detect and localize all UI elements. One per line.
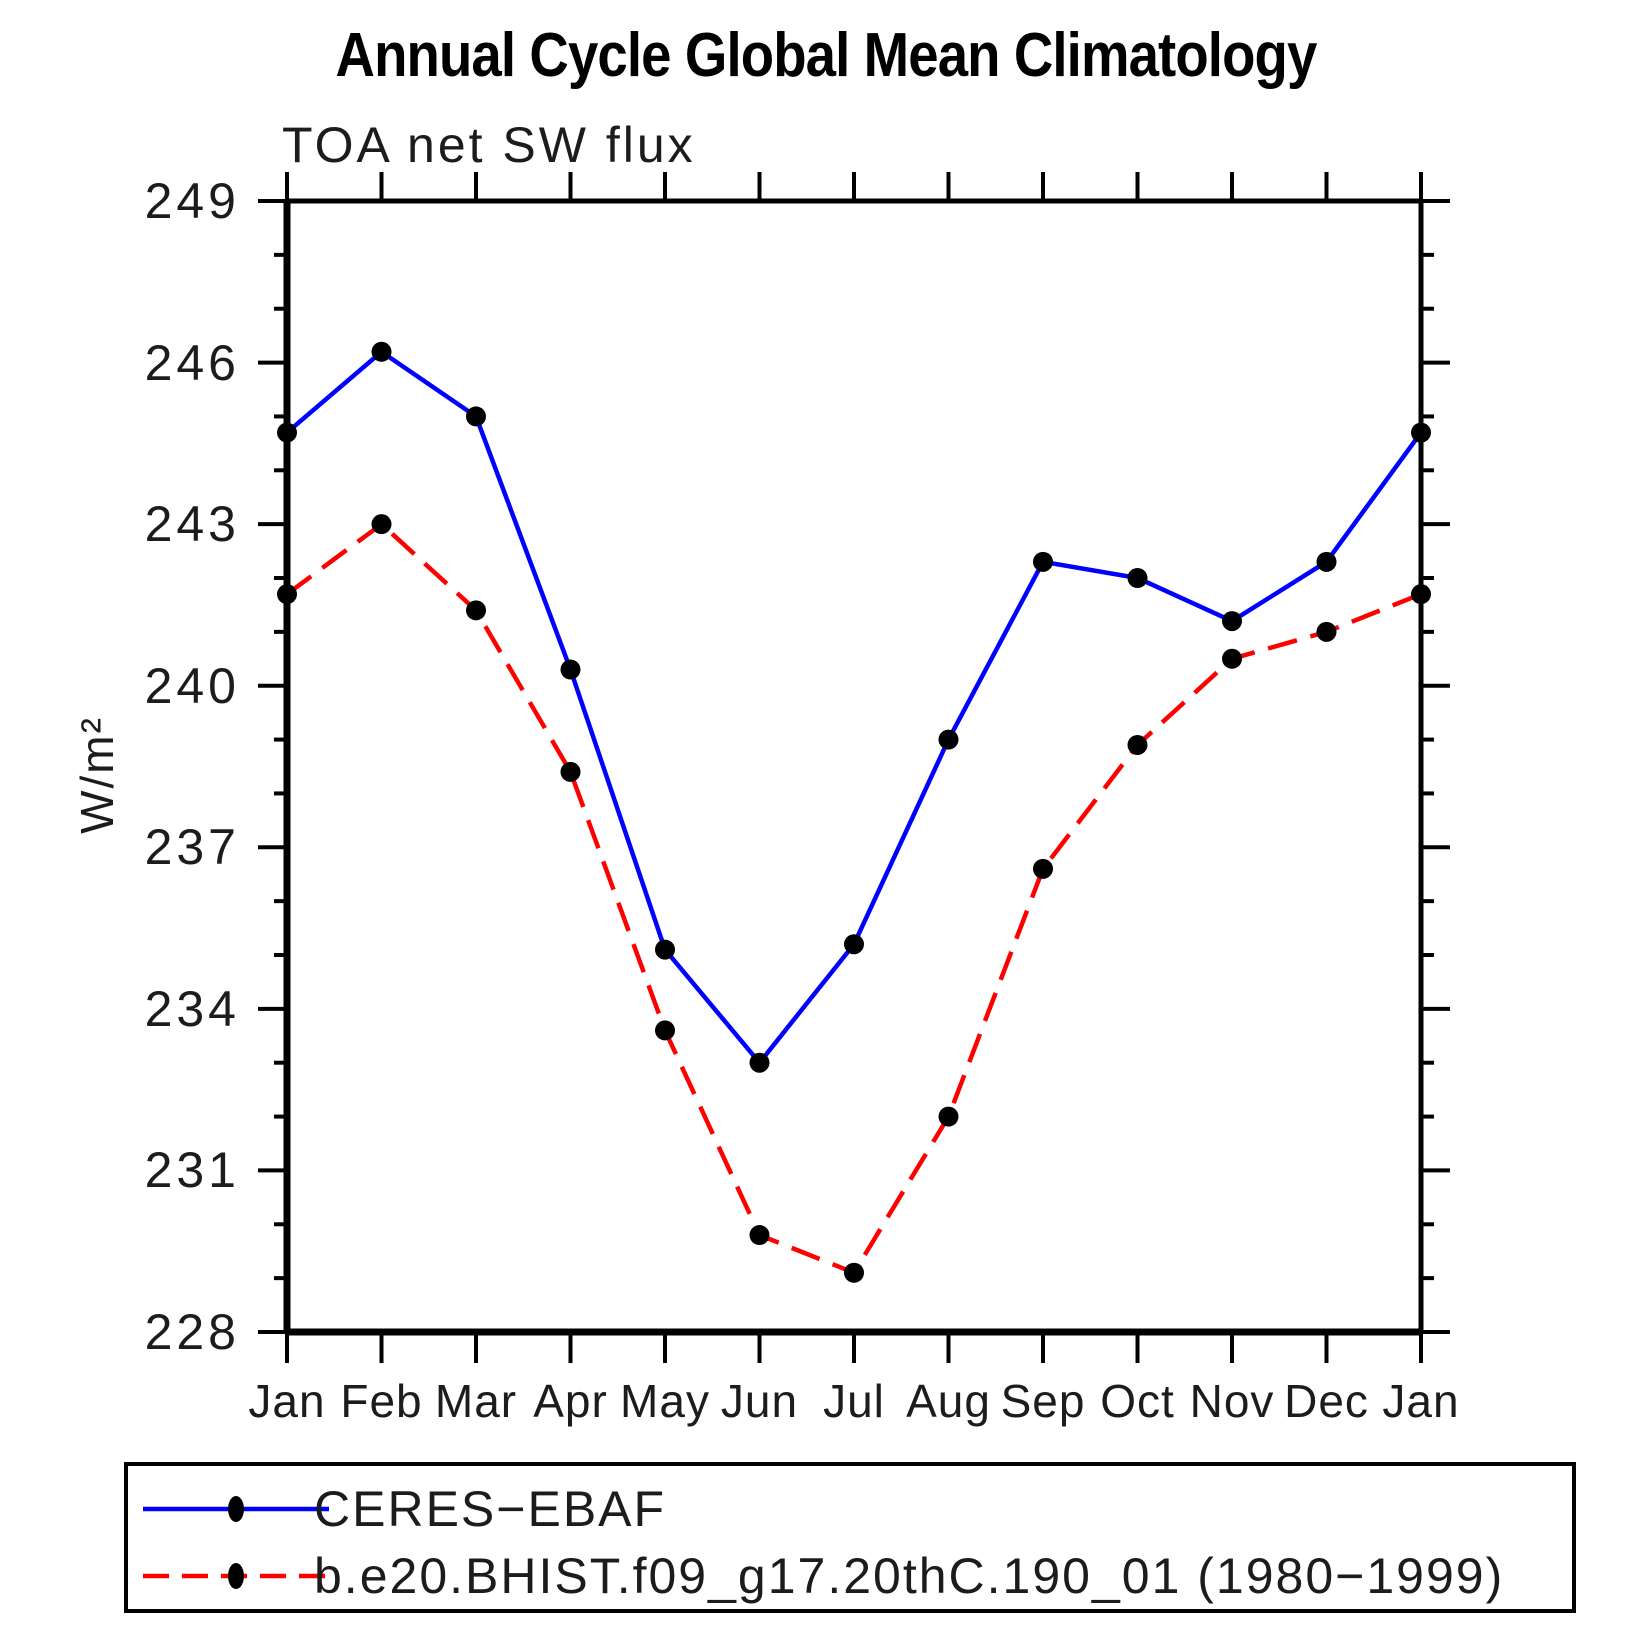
data-point-marker-series-1 xyxy=(1033,858,1053,879)
data-point-marker-series-1 xyxy=(371,514,392,535)
data-point-marker-series-0 xyxy=(1222,611,1242,632)
x-tick-label-7-aug: Aug xyxy=(906,1375,991,1427)
y-tick-label-240: 240 xyxy=(144,657,240,714)
data-point-marker-series-0 xyxy=(844,934,864,955)
legend: CERES−EBAF b.e20.BHIST.f09_g17.20thC.190… xyxy=(124,1462,1576,1613)
data-point-marker-series-1 xyxy=(277,584,297,605)
y-tick-label-231: 231 xyxy=(144,1142,240,1199)
x-tick-label-5-jun: Jun xyxy=(720,1375,799,1427)
x-tick-label-8-sep: Sep xyxy=(1000,1375,1086,1427)
data-point-marker-series-0 xyxy=(371,341,392,362)
data-point-marker-series-1 xyxy=(1222,648,1242,669)
y-tick-label-237: 237 xyxy=(144,819,240,876)
series-line-0 xyxy=(285,349,1423,1065)
x-tick-label-0-jan: Jan xyxy=(248,1375,326,1427)
x-tick-label-10-nov: Nov xyxy=(1189,1375,1275,1427)
legend-line-sample-ceres xyxy=(143,1496,329,1522)
data-point-marker-series-0 xyxy=(655,939,675,960)
y-tick-label-243: 243 xyxy=(144,496,240,553)
y-tick-label-234: 234 xyxy=(144,980,240,1037)
series-line-1 xyxy=(285,521,1422,1276)
x-tick-label-2-mar: Mar xyxy=(434,1375,518,1427)
y-tick-label-249: 249 xyxy=(144,173,240,229)
data-point-marker-series-0 xyxy=(1127,568,1148,588)
data-point-marker-series-1 xyxy=(655,1020,675,1041)
data-point-marker-series-1 xyxy=(560,761,581,782)
chart-subtitle: TOA net SW flux xyxy=(282,117,696,173)
data-point-marker-series-0 xyxy=(1033,551,1053,572)
data-point-marker-series-0 xyxy=(1316,551,1337,572)
legend-line-sample-model xyxy=(143,1563,329,1589)
data-point-marker-series-0 xyxy=(466,406,486,427)
x-tick-label-9-oct: Oct xyxy=(1100,1375,1175,1427)
y-tick-label-228: 228 xyxy=(144,1304,240,1360)
y-tick-label-246: 246 xyxy=(144,334,240,391)
data-point-marker-series-0 xyxy=(938,729,959,750)
legend-sample-marker-0 xyxy=(228,1496,244,1522)
data-point-marker-series-0 xyxy=(749,1052,770,1073)
data-point-marker-series-0 xyxy=(560,659,581,680)
x-tick-label-12-jan: Jan xyxy=(1382,1375,1460,1427)
x-tick-label-11-dec: Dec xyxy=(1284,1375,1369,1427)
data-point-marker-series-1 xyxy=(1127,734,1148,755)
legend-label-ceres: CERES−EBAF xyxy=(314,1481,667,1537)
x-tick-label-1-feb: Feb xyxy=(340,1375,423,1427)
chart-title: Annual Cycle Global Mean Climatology xyxy=(335,21,1318,90)
data-point-marker-series-0 xyxy=(277,422,297,443)
legend-sample-marker-1 xyxy=(228,1563,244,1589)
data-point-marker-series-0 xyxy=(1411,422,1431,443)
data-point-marker-series-1 xyxy=(466,600,486,621)
data-point-marker-series-1 xyxy=(749,1225,770,1246)
data-point-marker-series-1 xyxy=(938,1106,959,1127)
x-tick-label-4-may: May xyxy=(620,1375,710,1427)
x-tick-label-6-jul: Jul xyxy=(823,1375,885,1427)
data-point-marker-series-1 xyxy=(844,1262,864,1283)
x-tick-label-3-apr: Apr xyxy=(533,1375,608,1427)
data-point-marker-series-1 xyxy=(1316,621,1337,642)
data-point-marker-series-1 xyxy=(1411,584,1431,605)
legend-label-model: b.e20.BHIST.f09_g17.20thC.190_01 (1980−1… xyxy=(314,1548,1505,1604)
